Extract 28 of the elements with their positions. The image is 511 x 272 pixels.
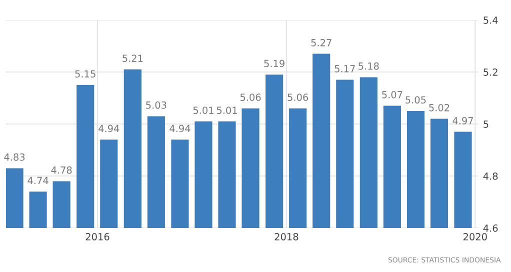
data-label: 4.94 bbox=[170, 124, 190, 132]
data-label: 5.21 bbox=[122, 54, 143, 62]
data-label: 5.15 bbox=[75, 70, 96, 78]
data-label: 4.83 bbox=[4, 153, 25, 161]
data-label: 5.07 bbox=[382, 91, 402, 98]
data-label: 5.02 bbox=[429, 104, 450, 112]
y-tick-label: 5.4 bbox=[484, 16, 498, 24]
data-label: 4.74 bbox=[28, 176, 48, 184]
data-label: 5.03 bbox=[146, 101, 166, 109]
x-tick-label: 2020 bbox=[464, 233, 487, 240]
x-tick-label: 2016 bbox=[86, 233, 110, 240]
data-label: 5.18 bbox=[358, 62, 379, 70]
y-tick-label: 5 bbox=[484, 120, 488, 128]
data-label: 5.06 bbox=[288, 94, 308, 101]
data-label: 5.27 bbox=[311, 39, 332, 46]
data-label: 4.78 bbox=[51, 166, 72, 174]
data-label: 5.06 bbox=[240, 94, 261, 101]
data-label: 4.94 bbox=[98, 124, 120, 132]
y-tick-label: 4.6 bbox=[483, 224, 498, 232]
data-label: 5.19 bbox=[264, 60, 284, 68]
data-label: 5.17 bbox=[334, 65, 355, 72]
data-label: 5.05 bbox=[406, 96, 426, 104]
data-label: 4.97 bbox=[452, 117, 473, 124]
y-tick-label: 4.8 bbox=[483, 172, 498, 180]
y-tick-label: 5.2 bbox=[484, 68, 498, 76]
x-tick-label: 2018 bbox=[274, 233, 298, 240]
data-label: 5.01 bbox=[216, 106, 237, 114]
data-label: 5.01 bbox=[193, 106, 214, 114]
